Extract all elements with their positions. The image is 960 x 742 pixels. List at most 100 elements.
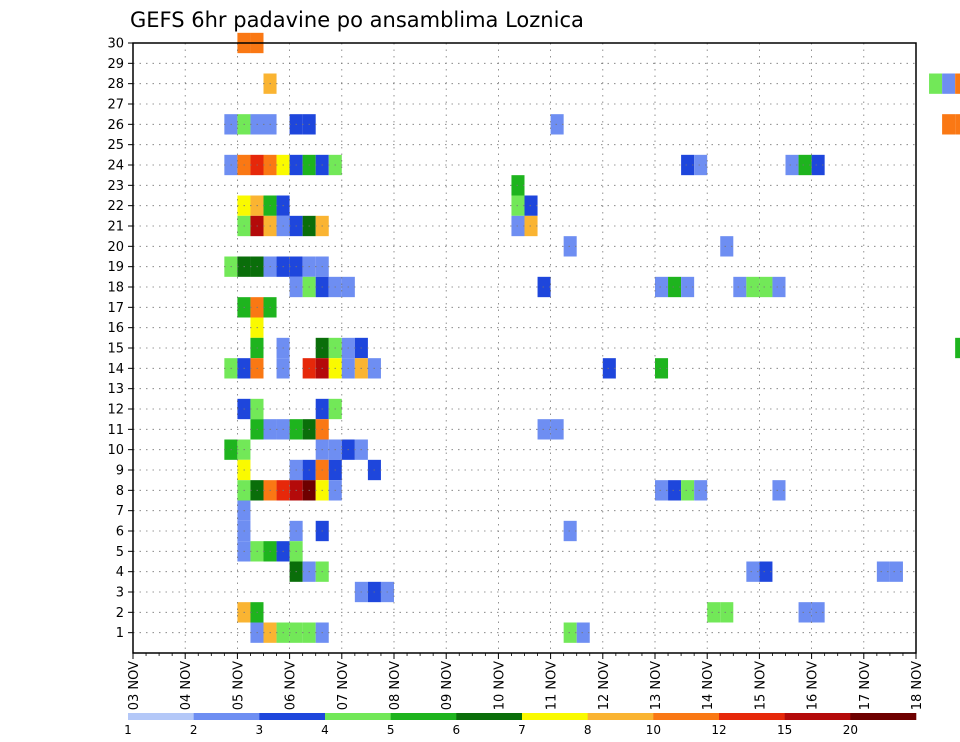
x-tick-label: 15 NOV	[753, 661, 768, 710]
heatmap-cell	[733, 276, 747, 298]
y-tick-label: 2	[116, 606, 124, 621]
heatmap-cell	[668, 480, 682, 501]
legend-swatch	[193, 713, 260, 720]
heatmap-cell	[955, 73, 960, 94]
y-tick-label: 27	[107, 98, 124, 113]
heatmap-cell	[772, 480, 786, 501]
y-tick-label: 19	[107, 260, 124, 275]
legend-label: 15	[777, 723, 792, 737]
y-tick-label: 28	[107, 77, 124, 92]
y-tick-label: 5	[116, 545, 124, 560]
y-tick-label: 15	[107, 342, 124, 357]
y-tick-label: 16	[107, 321, 124, 336]
legend-label: 4	[321, 723, 329, 737]
y-tick-label: 9	[116, 464, 124, 479]
heatmap-cell	[785, 154, 799, 176]
heatmap-cell	[576, 622, 590, 643]
legend-swatch	[390, 713, 457, 720]
x-tick-label: 07 NOV	[336, 661, 351, 710]
legend-label: 6	[453, 723, 461, 737]
chart-title: GEFS 6hr padavine po ansamblima Loznica	[130, 8, 584, 32]
legend-swatch	[325, 713, 391, 720]
heatmap-cell	[694, 154, 708, 176]
legend-swatch	[259, 713, 326, 720]
legend-swatch	[522, 713, 588, 720]
heatmap-cell	[681, 276, 695, 298]
x-tick-label: 12 NOV	[597, 661, 612, 710]
heatmap-cell	[798, 154, 812, 176]
heatmap-cell	[772, 276, 786, 298]
heatmap-cell	[759, 276, 773, 298]
x-tick-label: 04 NOV	[179, 661, 194, 710]
heatmap-cell	[668, 276, 682, 298]
heatmap-cell	[563, 236, 577, 257]
x-tick-label: 17 NOV	[858, 661, 873, 710]
heatmap-cell	[759, 561, 773, 582]
color-legend: 1 2 3 4 5 6 7 8 10 12 15 20	[124, 713, 917, 737]
y-tick-label: 17	[107, 301, 124, 316]
legend-label: 20	[843, 723, 858, 737]
x-tick-label: 10 NOV	[492, 661, 507, 710]
heatmap-cell	[942, 114, 956, 135]
y-tick-label: 12	[107, 403, 124, 418]
legend-label: 8	[584, 723, 592, 737]
heatmap-cell	[929, 73, 943, 94]
x-tick-label: 11 NOV	[545, 661, 560, 710]
legend-label: 12	[711, 723, 726, 737]
y-tick-label: 8	[116, 484, 124, 499]
heatmap-cell	[524, 195, 538, 216]
legend-label: 3	[256, 723, 264, 737]
heatmap-cell	[889, 561, 903, 582]
y-tick-label: 3	[116, 586, 124, 601]
x-tick-label: 16 NOV	[806, 661, 821, 710]
x-tick-label: 18 NOV	[910, 661, 925, 710]
heatmap-cell	[655, 480, 669, 501]
legend-swatch	[128, 713, 194, 720]
x-tick-label: 14 NOV	[701, 661, 716, 710]
y-tick-label: 4	[116, 565, 124, 580]
x-axis: 03 NOV 04 NOV 05 NOV 06 NOV 07 NOV 08 NOV 09 N…	[127, 653, 925, 710]
x-tick-label: 09 NOV	[440, 661, 455, 710]
heatmap-cell	[655, 358, 669, 379]
heatmap-cell	[876, 561, 890, 582]
x-tick-label: 05 NOV	[231, 661, 246, 710]
legend-swatch	[719, 713, 785, 720]
heatmap-cell	[537, 419, 551, 440]
y-tick-label: 26	[107, 118, 124, 133]
grid	[133, 43, 916, 653]
y-axis: 1234567891011121314151617181920212223242…	[107, 37, 133, 641]
heatmap-cell	[811, 602, 825, 623]
heatmap-cell	[694, 480, 708, 501]
legend-swatch	[587, 713, 654, 720]
heatmap-cell	[681, 154, 695, 176]
heatmap-cell	[550, 114, 564, 135]
y-tick-label: 1	[116, 626, 124, 641]
y-tick-label: 14	[107, 362, 124, 377]
heatmap-cell	[955, 337, 960, 359]
heatmap-cell	[563, 622, 577, 643]
heatmap-cell	[537, 276, 551, 298]
y-tick-label: 24	[107, 159, 124, 174]
y-tick-label: 25	[107, 138, 124, 153]
y-tick-label: 22	[107, 199, 124, 214]
x-tick-label: 13 NOV	[649, 661, 664, 710]
legend-swatch	[850, 713, 917, 720]
x-tick-label: 08 NOV	[388, 661, 403, 710]
y-tick-label: 23	[107, 179, 124, 194]
legend-swatch	[784, 713, 851, 720]
heatmap-cell	[955, 114, 960, 135]
heatmap-cell	[746, 276, 760, 298]
legend-swatch	[653, 713, 720, 720]
y-tick-label: 21	[107, 220, 124, 235]
y-tick-label: 10	[107, 443, 124, 458]
legend-swatch	[456, 713, 523, 720]
x-tick-label: 06 NOV	[284, 661, 299, 710]
heatmap-cell	[720, 602, 734, 623]
heatmap-cell	[524, 215, 538, 237]
heatmap-cell	[942, 73, 956, 94]
heatmap-cell	[602, 358, 616, 379]
heatmap-cell	[707, 602, 721, 623]
y-tick-label: 30	[107, 37, 124, 52]
legend-label: 5	[387, 723, 395, 737]
